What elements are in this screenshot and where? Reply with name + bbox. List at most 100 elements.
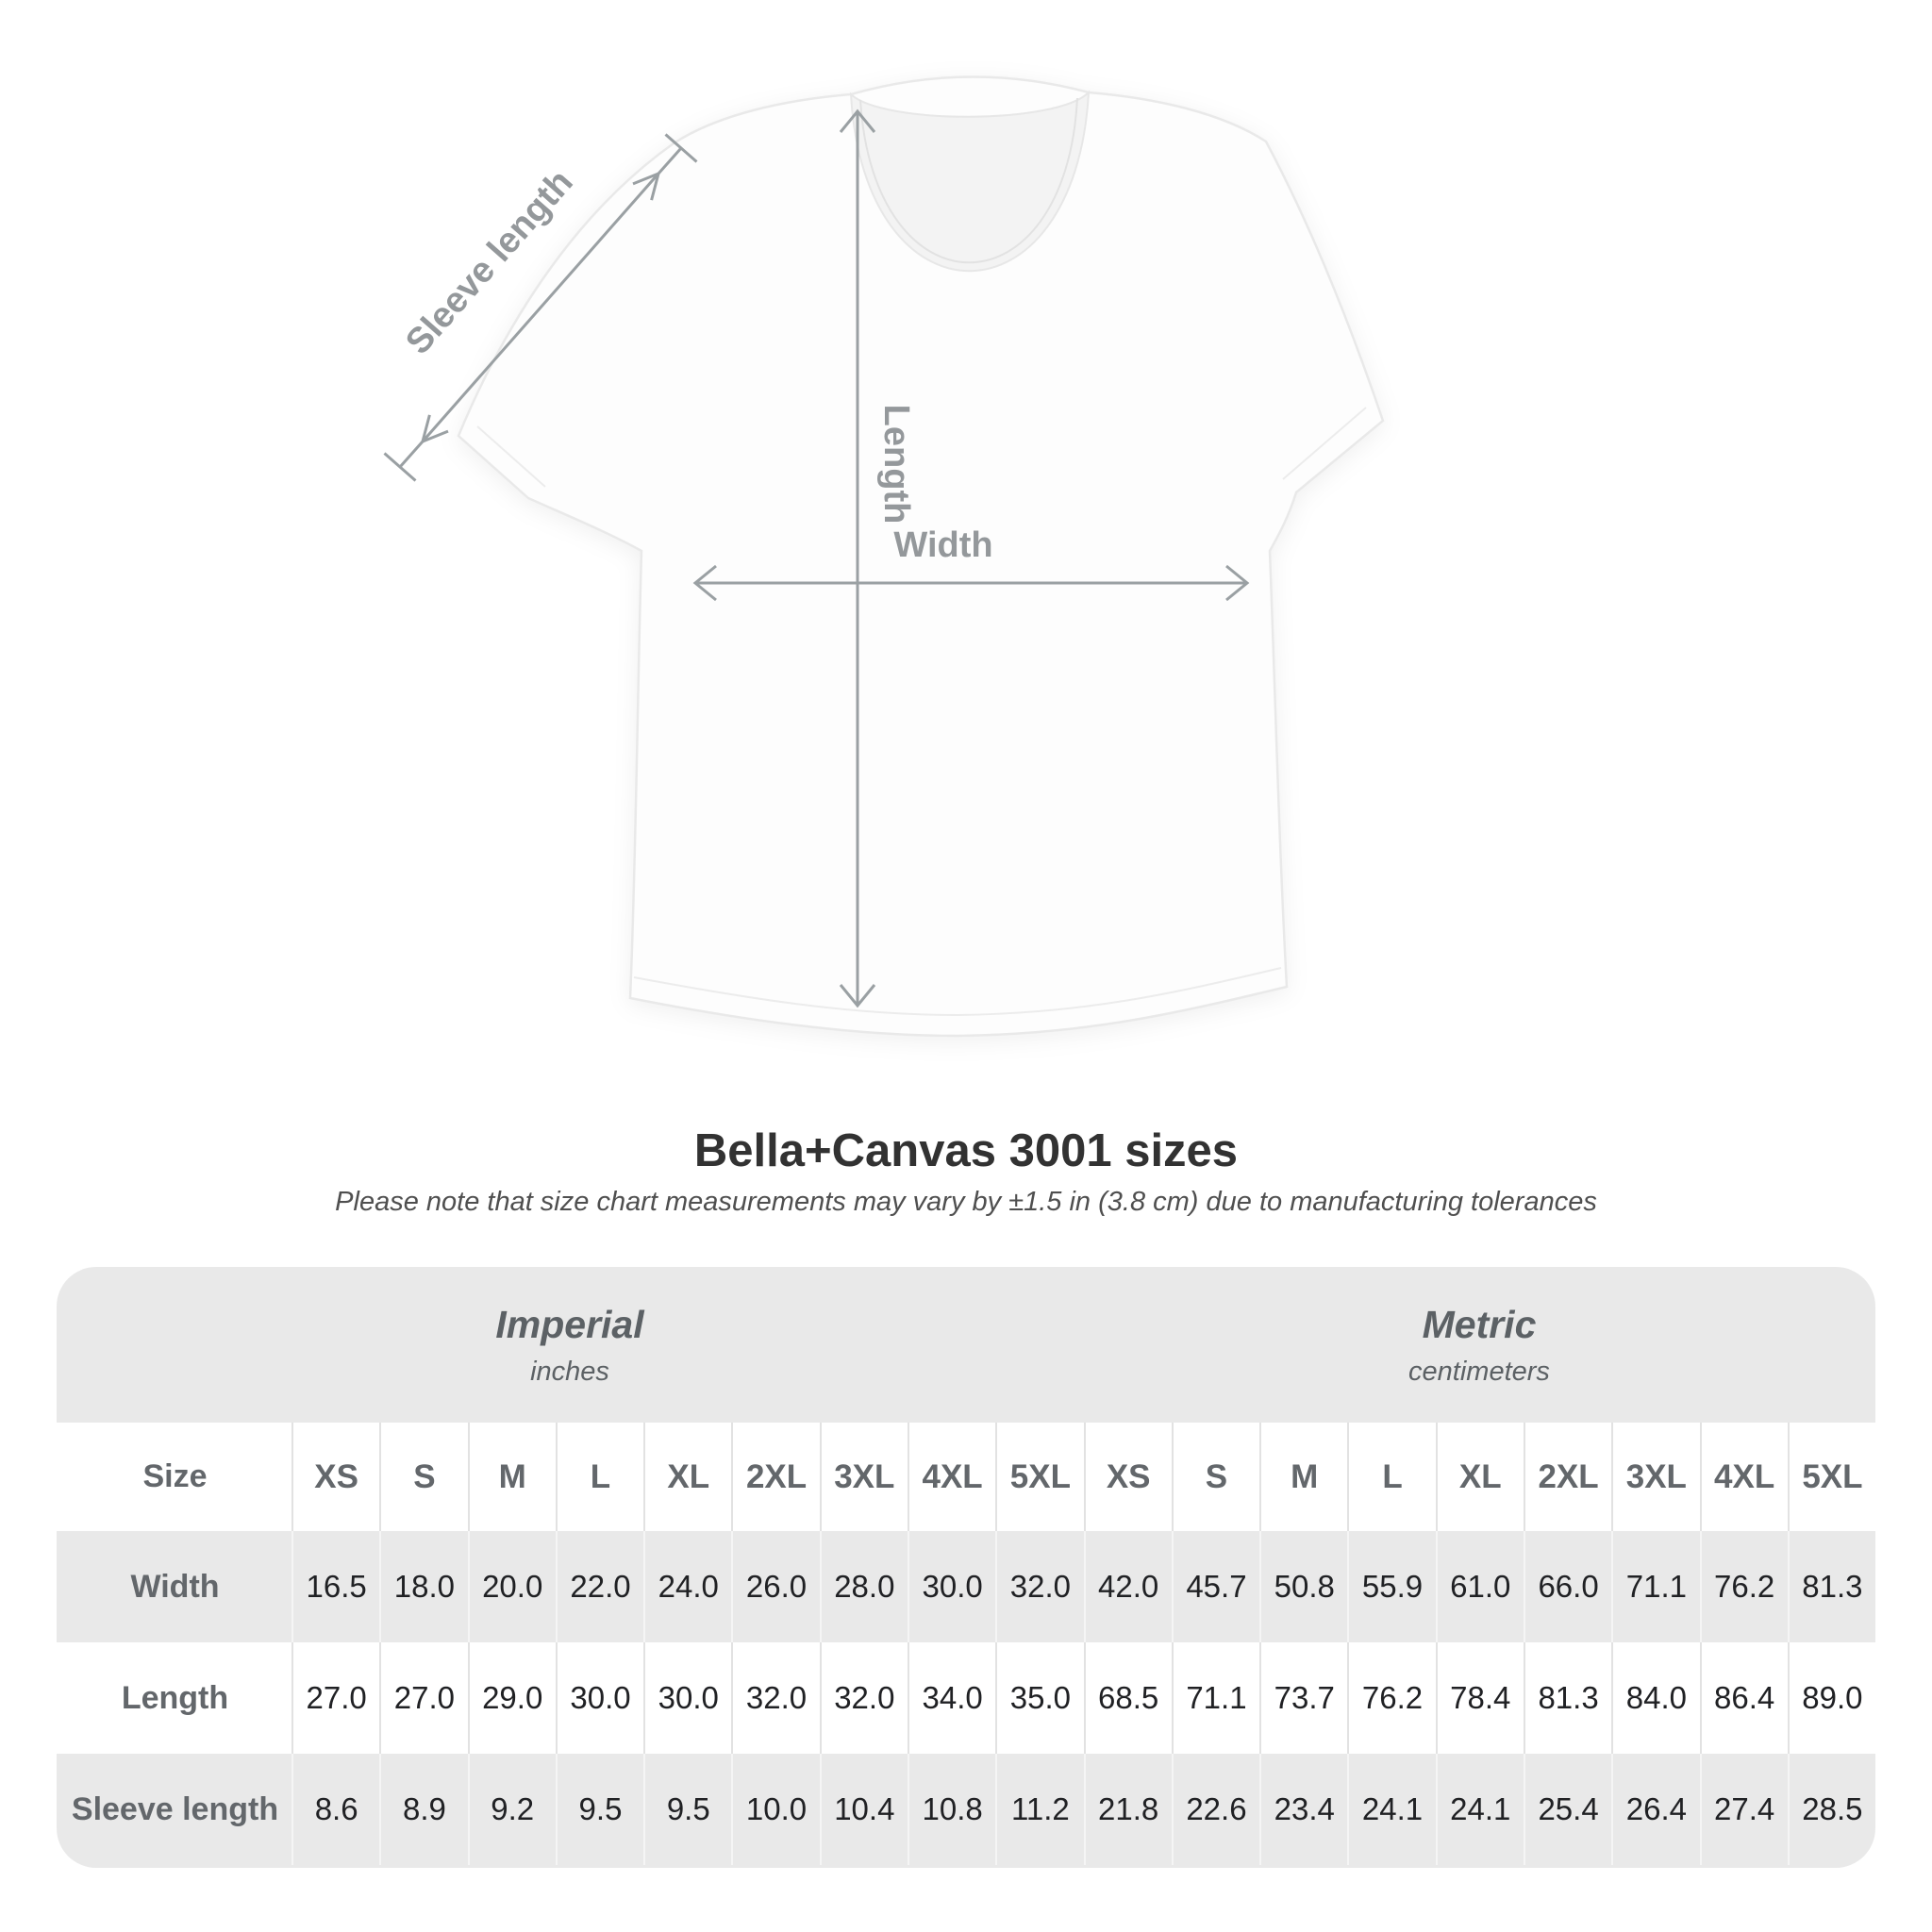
value-cell: 27.4 [1699,1754,1788,1865]
size-table: Imperial inches Metric centimeters Size … [57,1267,1875,1868]
size-header: 3XL [819,1423,908,1531]
row-header-width: Width [130,1568,220,1605]
left-cuff-seam [476,425,546,488]
width-label: Width [893,525,992,565]
size-header: 4XL [1699,1423,1788,1531]
value-cell: 76.2 [1699,1531,1788,1642]
hem-seam [633,967,1282,1017]
row-header-sleeve-length: Sleeve length [71,1790,279,1827]
value-cell: 32.0 [819,1642,908,1754]
neck-opening [849,90,1091,273]
value-cell: 66.0 [1523,1531,1611,1642]
size-header: XS [291,1423,379,1531]
size-header: 5XL [1787,1423,1875,1531]
size-header: 2XL [731,1423,819,1531]
value-cell: 23.4 [1259,1754,1347,1865]
size-header: S [379,1423,467,1531]
value-cell: 8.6 [291,1754,379,1865]
metric-group-name: Metric [1422,1302,1537,1346]
value-cell: 26.0 [731,1531,819,1642]
width-arrow [692,564,1250,602]
value-cell: 27.0 [291,1642,379,1754]
value-cell: 8.9 [379,1754,467,1865]
page-subtitle: Please note that size chart measurements… [335,1187,1597,1217]
value-cell: 30.0 [643,1642,731,1754]
value-cell: 50.8 [1259,1531,1347,1642]
value-cell: 71.1 [1171,1642,1259,1754]
size-header: M [467,1423,556,1531]
value-cell: 76.2 [1347,1642,1435,1754]
table-row-width: Width 16.5 18.0 20.0 22.0 24.0 26.0 28.0… [57,1531,1875,1642]
value-cell: 24.1 [1347,1754,1435,1865]
size-header: XS [1083,1423,1172,1531]
collar-seam [859,97,1078,264]
value-cell: 10.0 [731,1754,819,1865]
size-header: L [1347,1423,1435,1531]
size-header: XL [1435,1423,1524,1531]
value-cell: 55.9 [1347,1531,1435,1642]
value-cell: 29.0 [467,1642,556,1754]
length-label: Length [876,405,916,525]
size-header: L [555,1423,643,1531]
value-cell: 27.0 [379,1642,467,1754]
size-col-header: Size [142,1458,208,1494]
value-cell: 22.0 [555,1531,643,1642]
tshirt-diagram: Sleeve length Length Width [383,75,1385,1038]
value-cell: 68.5 [1083,1642,1172,1754]
value-cell: 61.0 [1435,1531,1524,1642]
size-header: 5XL [995,1423,1083,1531]
value-cell: 73.7 [1259,1642,1347,1754]
value-cell: 9.5 [555,1754,643,1865]
value-cell: 34.0 [907,1642,995,1754]
value-cell: 32.0 [995,1531,1083,1642]
size-header: S [1171,1423,1259,1531]
page-title: Bella+Canvas 3001 sizes [693,1125,1239,1176]
value-cell: 21.8 [1083,1754,1172,1865]
right-cuff-seam [1282,407,1367,480]
value-cell: 16.5 [291,1531,379,1642]
value-cell: 9.5 [643,1754,731,1865]
value-cell: 35.0 [995,1642,1083,1754]
metric-group-unit: centimeters [1408,1356,1550,1387]
value-cell: 10.8 [907,1754,995,1865]
value-cell: 42.0 [1083,1531,1172,1642]
row-header-length: Length [121,1679,229,1716]
size-header: XL [643,1423,731,1531]
value-cell: 28.5 [1787,1754,1875,1865]
value-cell: 20.0 [467,1531,556,1642]
value-cell: 24.1 [1435,1754,1524,1865]
value-cell: 45.7 [1171,1531,1259,1642]
sleeve-length-arrow [383,133,698,482]
size-header: 3XL [1611,1423,1699,1531]
unit-group-header: Imperial inches Metric centimeters [57,1267,1875,1423]
size-header: 4XL [907,1423,995,1531]
value-cell: 11.2 [995,1754,1083,1865]
value-cell: 78.4 [1435,1642,1524,1754]
value-cell: 18.0 [379,1531,467,1642]
value-cell: 25.4 [1523,1754,1611,1865]
imperial-group-unit: inches [530,1356,609,1387]
table-row-length: Length 27.0 27.0 29.0 30.0 30.0 32.0 32.… [57,1642,1875,1754]
table-row-sleeve-length: Sleeve length 8.6 8.9 9.2 9.5 9.5 10.0 1… [57,1754,1875,1865]
dimension-arrows [383,108,1250,1008]
value-cell: 9.2 [467,1754,556,1865]
value-cell: 28.0 [819,1531,908,1642]
table-row-sizes: Size XS S M L XL 2XL 3XL 4XL 5XL XS S M … [57,1423,1875,1531]
metric-group-header: Metric centimeters [1083,1267,1875,1423]
value-cell: 30.0 [907,1531,995,1642]
value-cell: 24.0 [643,1531,731,1642]
size-header: 2XL [1523,1423,1611,1531]
value-cell: 71.1 [1611,1531,1699,1642]
value-cell: 86.4 [1699,1642,1788,1754]
tshirt-illustration [457,75,1385,1038]
length-arrow [839,108,876,1008]
value-cell: 10.4 [819,1754,908,1865]
imperial-group-name: Imperial [495,1302,644,1346]
value-cell: 84.0 [1611,1642,1699,1754]
value-cell: 89.0 [1787,1642,1875,1754]
value-cell: 81.3 [1787,1531,1875,1642]
value-cell: 22.6 [1171,1754,1259,1865]
value-cell: 81.3 [1523,1642,1611,1754]
size-header: M [1259,1423,1347,1531]
